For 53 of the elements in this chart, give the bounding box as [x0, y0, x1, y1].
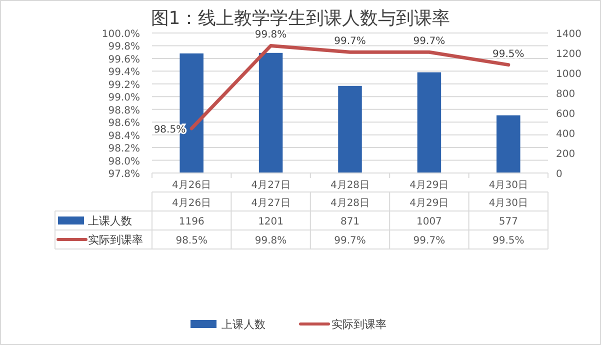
data-label: 1201: [258, 216, 284, 228]
x-tick-label: 4月29日: [410, 180, 449, 191]
y2-tick-label: 1200: [556, 49, 582, 60]
y-tick-label: 98.0%: [108, 156, 140, 168]
y-tick-label: 98.6%: [108, 118, 140, 130]
y-tick-label: 98.4%: [108, 130, 140, 142]
y2-tick-label: 600: [556, 109, 576, 120]
x-tick-label: 4月28日: [330, 180, 370, 191]
data-label: 1007: [416, 216, 442, 228]
category-label: 4月26日: [172, 198, 212, 209]
x-tick-label: 4月27日: [251, 180, 290, 191]
y2-tick-label: 1000: [556, 69, 582, 80]
y-tick-label: 97.8%: [108, 169, 140, 180]
y-tick-label: 100.0%: [102, 29, 140, 40]
bar: [258, 52, 283, 173]
chart-title: 图1：线上教学学生到课人数与到课率: [150, 8, 450, 29]
text: 99.7%: [334, 36, 366, 48]
text: 实际到课率: [332, 318, 386, 331]
text: 上课人数: [222, 318, 266, 331]
category-label: 4月28日: [330, 198, 370, 209]
legend-label: 上课人数: [88, 214, 132, 228]
y-tick-label: 98.2%: [108, 144, 140, 155]
y-tick-label: 99.6%: [108, 54, 140, 66]
category-label: 4月30日: [488, 198, 528, 209]
text: 99.8%: [254, 30, 287, 41]
y-tick-label: 99.4%: [108, 67, 140, 78]
y-tick-label: 99.8%: [108, 42, 140, 53]
data-label: 99.8%: [254, 236, 287, 246]
data-label: 577: [498, 216, 518, 228]
category-label: 4月29日: [410, 198, 449, 209]
x-tick-label: 4月26日: [172, 180, 212, 191]
data-label: 99.7%: [334, 236, 366, 246]
y2-tick-label: 1400: [556, 29, 582, 40]
legend-label: 实际到课率: [88, 234, 143, 246]
y2-tick-label: 0: [556, 169, 562, 180]
bar: [496, 115, 520, 173]
text: 99.5%: [492, 48, 524, 60]
y2-tick-label: 200: [556, 149, 576, 160]
text: 99.7%: [413, 36, 446, 48]
data-label: 98.5%: [176, 236, 208, 246]
data-label: 871: [340, 216, 360, 228]
y2-tick-label: 400: [556, 129, 576, 140]
y-tick-label: 99.2%: [108, 80, 140, 91]
x-tick-label: 4月30日: [488, 180, 528, 191]
data-label: 99.5%: [492, 236, 524, 246]
data-label: 1196: [178, 216, 204, 228]
bar: [417, 72, 442, 173]
y-tick-label: 98.8%: [108, 105, 140, 116]
bar: [338, 86, 362, 173]
y2-tick-label: 800: [556, 89, 576, 100]
category-label: 4月27日: [251, 198, 290, 209]
y-tick-label: 99.0%: [108, 92, 140, 104]
data-label: 99.7%: [413, 236, 446, 246]
